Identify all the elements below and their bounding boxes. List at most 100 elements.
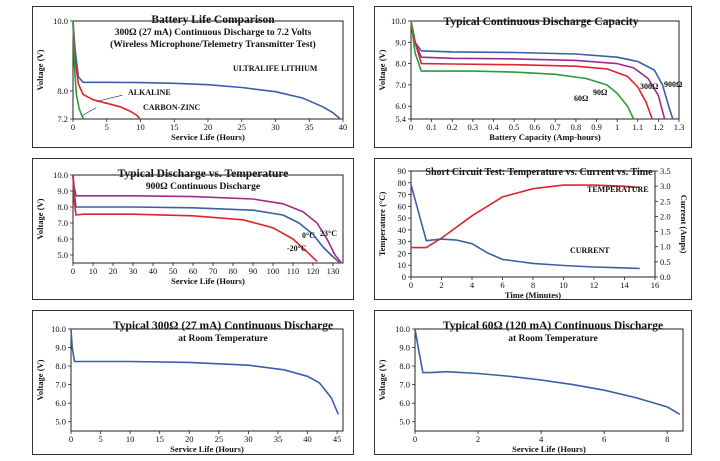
x-tick-label: 0.4 [488,122,499,132]
chart-panel-temperature: Typical Discharge vs. Temperature 900Ω Co… [32,158,354,300]
y-tick-label: 10.0 [53,170,68,180]
y-tick-label: 0 [402,272,406,282]
y-tick-label: 7.0 [57,218,68,228]
plot-frame [72,174,344,264]
y2-tick-label: 1.0 [660,242,671,252]
y2-tick-label: 0.5 [660,257,671,267]
x-tick-label: 10 [559,280,568,290]
series-label-23-c: 23°C [320,229,337,238]
chart-panel-60-ohm: Typical 60Ω (120 mA) Continuous Discharg… [374,310,692,455]
series-label-carbon-zinc: CARBON-ZINC [143,103,201,112]
series-label-900-: 900Ω [664,80,683,89]
x-tick-label: 4 [470,280,475,290]
x-axis-label: Service Life (Hours) [170,444,244,454]
x-tick-label: 14 [620,280,629,290]
y-tick-label: 5.0 [55,417,66,427]
y-tick-label: 10.0 [395,324,410,334]
x-tick-label: 0.5 [509,122,520,132]
x-tick-label: 0.6 [529,122,540,132]
y-tick-label: 6.0 [399,398,410,408]
x-tick-label: 0.1 [426,122,437,132]
y-tick-label: 7.0 [395,80,406,90]
x-tick-label: 60 [189,266,198,276]
x-tick-label: 30 [129,266,138,276]
series-line-23-c [72,174,342,263]
chart-subtitle: 900Ω Continuous Discharge [146,182,260,192]
y-tick-label: 6.0 [55,398,66,408]
x-tick-label: 10 [126,434,135,444]
y-tick-label: 6.0 [395,101,406,111]
series-line-60- [410,20,635,120]
x-tick-label: 25 [238,122,247,132]
series-label--20-c: -20°C [287,244,307,253]
x-tick-label: 8 [531,280,535,290]
x-axis-label: Service Life (Hours) [171,132,245,142]
x-tick-label: 0 [69,434,73,444]
series-line-ultralife-lithium [72,20,341,119]
y-tick-label: 7.0 [55,380,66,390]
chart-title: Typical 300Ω (27 mA) Continuous Discharg… [113,320,333,332]
chart-panel-discharge-capacity: Typical Continuous Discharge Capacity 0 0.… [374,6,692,148]
series-label-alkaline: ALKALINE [128,88,171,97]
x-tick-label: 1.2 [653,122,664,132]
chart-title: Short Circuit Test: Temperature vs. Curr… [425,167,653,178]
chart-subtitle: 300Ω (27 mA) Continuous Discharge to 7.2… [115,27,312,38]
series-line-current [410,184,640,270]
series-line-900- [410,20,674,120]
x-tick-label: 35 [274,434,283,444]
x-tick-label: 0.9 [591,122,602,132]
chart-panel-300-ohm: Typical 300Ω (27 mA) Continuous Discharg… [32,310,354,455]
y-tick-label: 8.0 [57,202,68,212]
y-tick-label: 6.0 [57,234,68,244]
x-tick-label: 40 [303,434,312,444]
y-tick-label: 20 [398,248,407,258]
x-axis-label: Battery Capacity (Amp-hours) [489,132,601,142]
y-tick-label: 9.0 [399,343,410,353]
x-tick-label: 0 [409,122,413,132]
y2-tick-label: 2.5 [660,196,671,206]
y-tick-label: 9.0 [395,37,406,47]
y-axis-label: Voltage (V) [377,359,387,400]
x-tick-label: 130 [327,266,340,276]
x-tick-label: 90 [249,266,258,276]
chart-panel-battery-life: Battery Life Comparison 300Ω (27 mA) Cont… [32,6,354,148]
x-tick-label: 1.1 [632,122,643,132]
x-tick-label: 0 [71,122,75,132]
x-tick-label: 110 [287,266,299,276]
y-tick-label: 8.0 [57,86,68,96]
x-tick-label: 25 [215,434,224,444]
plot-frame [70,328,344,432]
annotation-leader [82,107,97,116]
y-tick-label: 30 [398,237,407,247]
y-tick-label: 80 [398,178,407,188]
series-label-90-: 90Ω [593,88,608,97]
y2-tick-label: 3.5 [660,166,671,176]
chart-subtitle: at Room Temperature [178,334,268,344]
x-tick-label: 6 [500,280,504,290]
chart-svg-4: Short Circuit Test: Temperature vs. Curr… [377,166,689,300]
x-axis-label: Time (Minutes) [505,290,561,300]
x-tick-label: 0.3 [468,122,479,132]
series-label-0-c: 0°C [302,231,315,240]
x-tick-label: 40 [149,266,158,276]
y-tick-label: 50 [398,213,407,223]
series-line-300- [410,20,666,120]
x-tick-label: 20 [204,122,213,132]
x-tick-label: 0 [71,266,75,276]
y-tick-label: 8.0 [395,59,406,69]
y-tick-label: 10.0 [53,16,68,26]
x-tick-label: 70 [209,266,218,276]
y-axis-label: Voltage (V) [377,49,387,90]
x-tick-label: 0 [409,280,413,290]
x-tick-label: 20 [109,266,118,276]
y-tick-label: 60 [398,201,407,211]
y-tick-label: 8.0 [399,361,410,371]
chart-title: Typical 60Ω (120 mA) Continuous Discharg… [443,320,663,332]
x-tick-label: 16 [651,280,660,290]
chart-title: Battery Life Comparison [151,14,275,26]
x-tick-label: 80 [229,266,238,276]
plot-frame [414,328,684,432]
x-tick-label: 30 [271,122,280,132]
y-tick-label: 7.2 [57,114,68,124]
series-label-300-: 300Ω [640,82,659,91]
